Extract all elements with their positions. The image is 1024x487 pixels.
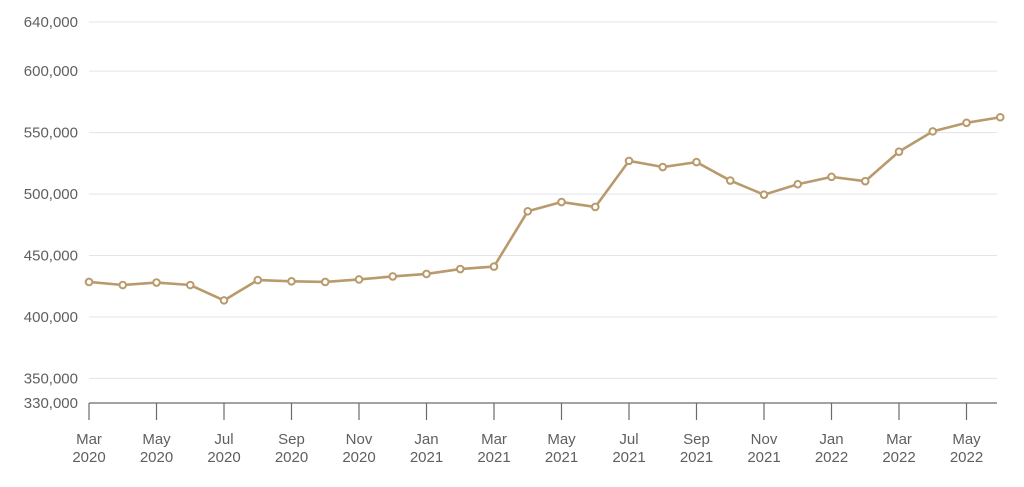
y-tick-label: 450,000	[24, 248, 78, 265]
series-line	[87, 115, 1002, 302]
data-point	[455, 264, 465, 274]
x-tick-label-month: Mar	[76, 431, 102, 448]
data-point	[253, 275, 263, 285]
x-tick-label-year: 2021	[612, 449, 645, 466]
x-tick-label-year: 2020	[207, 449, 240, 466]
x-axis: Mar2020May2020Jul2020Sep2020Nov2020Jan20…	[72, 402, 997, 466]
y-tick-label: 600,000	[24, 63, 78, 80]
data-point	[219, 296, 229, 305]
x-tick-label-year: 2022	[815, 449, 848, 466]
x-tick-label-year: 2021	[747, 449, 780, 466]
x-tick-label-month: Jan	[414, 431, 438, 448]
data-point	[894, 147, 904, 156]
x-tick-label-month: Jul	[619, 431, 638, 448]
data-point	[557, 197, 566, 207]
x-tick-label-month: Mar	[886, 431, 912, 448]
x-tick-label-year: 2020	[342, 449, 375, 466]
data-point	[489, 262, 499, 271]
y-tick-label: 330,000	[24, 395, 78, 412]
y-tick-label: 500,000	[24, 186, 78, 203]
data-point	[84, 277, 94, 287]
x-tick-label-month: Jul	[214, 431, 233, 448]
data-point	[928, 127, 938, 136]
x-tick-label-month: Sep	[683, 431, 710, 448]
x-tick-label-year: 2020	[140, 449, 173, 466]
y-tick-label: 640,000	[24, 14, 78, 31]
x-tick-label-year: 2022	[882, 449, 915, 466]
data-point	[962, 118, 971, 128]
x-tick-label-month: May	[142, 431, 171, 448]
y-tick-label: 400,000	[24, 309, 78, 326]
data-point	[590, 202, 600, 212]
data-point	[860, 176, 870, 186]
y-tick-label: 550,000	[24, 125, 78, 142]
x-tick-label-month: Nov	[346, 431, 373, 448]
x-tick-label-year: 2021	[545, 449, 578, 466]
y-tick-label: 350,000	[24, 370, 78, 387]
x-tick-label-month: Mar	[481, 431, 507, 448]
x-tick-label-month: Jan	[819, 431, 843, 448]
x-tick-label-year: 2020	[275, 449, 308, 466]
x-tick-label-year: 2021	[680, 449, 713, 466]
data-point	[759, 190, 769, 199]
x-tick-label-month: May	[952, 431, 981, 448]
x-tick-label-year: 2022	[950, 449, 983, 466]
data-point	[692, 157, 701, 167]
x-tick-label-month: Nov	[751, 431, 778, 448]
data-point	[185, 280, 195, 290]
series-plot	[84, 112, 1005, 305]
x-tick-label-month: Sep	[278, 431, 305, 448]
y-axis: 330,000 350,000 400,000 450,000 500,000 550,0…	[24, 14, 78, 412]
data-point	[827, 172, 836, 182]
data-point	[523, 206, 533, 216]
data-point	[354, 275, 364, 284]
data-point	[422, 269, 431, 279]
data-point	[320, 277, 330, 287]
data-point	[995, 112, 1005, 122]
data-point	[658, 162, 668, 172]
x-tick-label-year: 2020	[72, 449, 105, 466]
data-point	[152, 278, 161, 287]
data-point	[725, 176, 735, 185]
data-point	[388, 272, 398, 281]
data-point	[624, 156, 634, 166]
x-tick-label-year: 2021	[410, 449, 443, 466]
x-tick-label-month: May	[547, 431, 576, 448]
gridlines	[89, 21, 997, 379]
data-point	[793, 179, 803, 189]
x-tick-label-year: 2021	[477, 449, 510, 466]
data-point	[287, 277, 296, 286]
data-point	[118, 280, 128, 290]
